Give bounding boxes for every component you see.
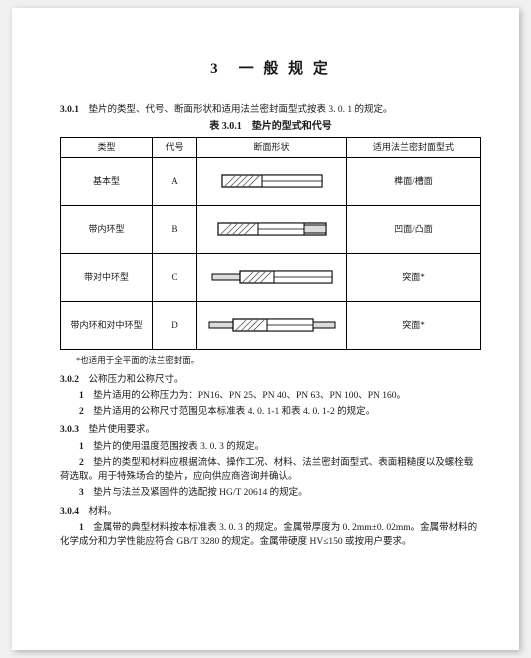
cell-code: A: [153, 157, 197, 205]
clause-3-0-4: 3.0.4 材料。: [60, 505, 481, 519]
clause-3-0-3: 3.0.3 垫片使用要求。: [60, 423, 481, 437]
item-num: 2: [79, 458, 84, 468]
item-text: 金属带的典型材料按本标准表 3. 0. 3 的规定。金属带厚度为 0. 2mm±…: [60, 523, 477, 547]
clause-3-0-1: 3.0.1 垫片的类型、代号、断面形状和适用法兰密封面型式按表 3. 0. 1 …: [60, 103, 481, 117]
chapter-title: 3 一 般 规 定: [60, 58, 481, 81]
table-caption: 表 3.0.1 垫片的型式和代号: [60, 119, 481, 134]
clause-title: 材料。: [89, 507, 118, 517]
item-text: 垫片适用的公称尺寸范围见本标准表 4. 0. 1-1 和表 4. 0. 1-2 …: [93, 407, 375, 417]
table-row: 带对中环型 C 突面*: [61, 253, 481, 301]
table-row: 带内环型 B 凹面/凸面: [61, 205, 481, 253]
cell-flange: 突面*: [347, 253, 481, 301]
item-num: 3: [79, 488, 84, 498]
chapter-number: 3: [210, 61, 221, 77]
cell-shape-b: [197, 205, 347, 253]
shape-d-icon: [207, 315, 337, 335]
document-page: 3 一 般 规 定 3.0.1 垫片的类型、代号、断面形状和适用法兰密封面型式按…: [12, 8, 519, 650]
table-header-row: 类型 代号 断面形状 适用法兰密封面型式: [61, 137, 481, 157]
clause-title: 垫片使用要求。: [89, 425, 156, 435]
cell-type: 带对中环型: [61, 253, 153, 301]
clause-3-0-2: 3.0.2 公称压力和公称尺寸。: [60, 373, 481, 387]
item-text: 垫片与法兰及紧固件的选配按 HG/T 20614 的规定。: [93, 488, 307, 498]
cell-type: 带内环型: [61, 205, 153, 253]
cell-code: D: [153, 301, 197, 349]
shape-b-icon: [212, 219, 332, 239]
cell-type: 带内环和对中环型: [61, 301, 153, 349]
clause-number: 3.0.1: [60, 105, 79, 115]
cell-shape-d: [197, 301, 347, 349]
shape-a-icon: [212, 171, 332, 191]
gasket-table: 类型 代号 断面形状 适用法兰密封面型式 基本型 A: [60, 137, 481, 350]
clause-number: 3.0.4: [60, 507, 79, 517]
item-text: 垫片适用的公称压力为：PN16、PN 25、PN 40、PN 63、PN 100…: [93, 391, 406, 401]
item-line: 2 垫片的类型和材料应根据流体、操作工况、材料、法兰密封面型式、表面粗糙度以及螺…: [60, 456, 481, 485]
item-num: 1: [79, 523, 84, 533]
cell-type: 基本型: [61, 157, 153, 205]
th-shape: 断面形状: [197, 137, 347, 157]
cell-flange: 榫面/槽面: [347, 157, 481, 205]
cell-flange: 突面*: [347, 301, 481, 349]
item-line: 1 金属带的典型材料按本标准表 3. 0. 3 的规定。金属带厚度为 0. 2m…: [60, 521, 481, 550]
item-line: 1 垫片适用的公称压力为：PN16、PN 25、PN 40、PN 63、PN 1…: [60, 389, 481, 403]
table-footnote: *也适用于全平面的法兰密封面。: [76, 354, 481, 367]
cell-shape-a: [197, 157, 347, 205]
item-line: 3 垫片与法兰及紧固件的选配按 HG/T 20614 的规定。: [60, 486, 481, 500]
item-num: 1: [79, 391, 84, 401]
item-line: 2 垫片适用的公称尺寸范围见本标准表 4. 0. 1-1 和表 4. 0. 1-…: [60, 405, 481, 419]
cell-code: B: [153, 205, 197, 253]
item-text: 垫片的类型和材料应根据流体、操作工况、材料、法兰密封面型式、表面粗糙度以及螺栓载…: [60, 458, 473, 482]
th-flange: 适用法兰密封面型式: [347, 137, 481, 157]
item-num: 1: [79, 442, 84, 452]
table-row: 带内环和对中环型 D 突面*: [61, 301, 481, 349]
chapter-title-text: 一 般 规 定: [239, 61, 331, 77]
clause-text: 垫片的类型、代号、断面形状和适用法兰密封面型式按表 3. 0. 1 的规定。: [89, 105, 393, 115]
item-line: 1 垫片的使用温度范围按表 3. 0. 3 的规定。: [60, 440, 481, 454]
shape-c-icon: [208, 267, 336, 287]
clause-title: 公称压力和公称尺寸。: [89, 375, 184, 385]
cell-flange: 凹面/凸面: [347, 205, 481, 253]
item-text: 垫片的使用温度范围按表 3. 0. 3 的规定。: [93, 442, 264, 452]
th-type: 类型: [61, 137, 153, 157]
clause-number: 3.0.3: [60, 425, 79, 435]
item-num: 2: [79, 407, 84, 417]
th-code: 代号: [153, 137, 197, 157]
cell-code: C: [153, 253, 197, 301]
clause-number: 3.0.2: [60, 375, 79, 385]
table-row: 基本型 A 榫面/槽面: [61, 157, 481, 205]
cell-shape-c: [197, 253, 347, 301]
